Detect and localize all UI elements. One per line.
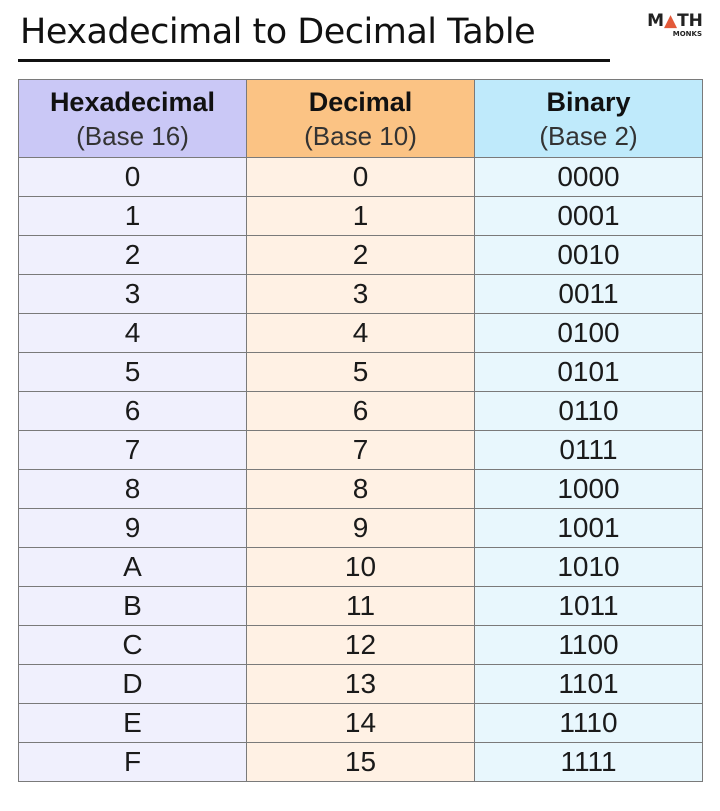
cell-hexadecimal: D: [18, 664, 247, 704]
header-subtitle: (Base 10): [304, 120, 417, 151]
cell-hexadecimal: 5: [18, 352, 247, 392]
header-binary: Binary (Base 2): [474, 79, 703, 158]
cell-hexadecimal: 0: [18, 157, 247, 197]
table-row: 5 5 0101: [18, 352, 703, 392]
cell-hexadecimal: 8: [18, 469, 247, 509]
cell-hexadecimal: C: [18, 625, 247, 665]
cell-hexadecimal: B: [18, 586, 247, 626]
header-subtitle: (Base 2): [539, 120, 638, 151]
cell-decimal: 14: [246, 703, 475, 743]
cell-decimal: 10: [246, 547, 475, 587]
cell-binary: 0111: [474, 430, 703, 470]
header-title: Hexadecimal: [49, 86, 216, 117]
table-row: E 14 1110: [18, 703, 703, 743]
title-underline: [18, 59, 610, 62]
cell-decimal: 2: [246, 235, 475, 275]
cell-binary: 1100: [474, 625, 703, 665]
cell-decimal: 5: [246, 352, 475, 392]
header-hexadecimal: Hexadecimal (Base 16): [18, 79, 247, 158]
cell-decimal: 15: [246, 742, 475, 782]
cell-hexadecimal: 3: [18, 274, 247, 314]
cell-decimal: 3: [246, 274, 475, 314]
cell-binary: 0100: [474, 313, 703, 353]
table-row: F 15 1111: [18, 742, 703, 782]
math-monks-logo: M▲TH MONKS: [642, 12, 708, 38]
table-row: 9 9 1001: [18, 508, 703, 548]
cell-decimal: 7: [246, 430, 475, 470]
table-row: 7 7 0111: [18, 430, 703, 470]
cell-binary: 1000: [474, 469, 703, 509]
cell-binary: 0101: [474, 352, 703, 392]
header-subtitle: (Base 16): [76, 120, 189, 151]
cell-hexadecimal: E: [18, 703, 247, 743]
cell-binary: 0011: [474, 274, 703, 314]
table-row: 1 1 0001: [18, 196, 703, 236]
hex-decimal-table: Hexadecimal (Base 16) Decimal (Base 10) Bi…: [18, 79, 703, 782]
header-title: Decimal: [308, 86, 413, 117]
cell-hexadecimal: A: [18, 547, 247, 587]
cell-decimal: 13: [246, 664, 475, 704]
page-title: Hexadecimal to Decimal Table: [20, 12, 536, 52]
cell-decimal: 0: [246, 157, 475, 197]
header-decimal: Decimal (Base 10): [246, 79, 475, 158]
table-row: 3 3 0011: [18, 274, 703, 314]
table-row: 8 8 1000: [18, 469, 703, 509]
cell-decimal: 1: [246, 196, 475, 236]
table-row: C 12 1100: [18, 625, 703, 665]
cell-binary: 1001: [474, 508, 703, 548]
table-row: D 13 1101: [18, 664, 703, 704]
cell-binary: 1010: [474, 547, 703, 587]
cell-decimal: 4: [246, 313, 475, 353]
table-row: 0 0 0000: [18, 157, 703, 197]
cell-binary: 1011: [474, 586, 703, 626]
cell-decimal: 8: [246, 469, 475, 509]
cell-decimal: 6: [246, 391, 475, 431]
header-row: Hexadecimal (Base 16) Decimal (Base 10) Bi…: [18, 79, 703, 158]
cell-hexadecimal: 4: [18, 313, 247, 353]
table-row: 6 6 0110: [18, 391, 703, 431]
cell-hexadecimal: F: [18, 742, 247, 782]
cell-hexadecimal: 2: [18, 235, 247, 275]
cell-decimal: 11: [246, 586, 475, 626]
table-row: 2 2 0010: [18, 235, 703, 275]
table-row: 4 4 0100: [18, 313, 703, 353]
cell-binary: 1110: [474, 703, 703, 743]
cell-decimal: 9: [246, 508, 475, 548]
cell-binary: 0001: [474, 196, 703, 236]
cell-binary: 0010: [474, 235, 703, 275]
logo-monks-text: MONKS: [672, 30, 702, 38]
cell-binary: 0000: [474, 157, 703, 197]
table-row: B 11 1011: [18, 586, 703, 626]
cell-hexadecimal: 9: [18, 508, 247, 548]
cell-decimal: 12: [246, 625, 475, 665]
header-title: Binary: [546, 86, 631, 117]
table-row: A 10 1010: [18, 547, 703, 587]
logo-math-text: M▲TH: [647, 11, 703, 31]
cell-binary: 0110: [474, 391, 703, 431]
cell-hexadecimal: 6: [18, 391, 247, 431]
cell-binary: 1101: [474, 664, 703, 704]
cell-hexadecimal: 1: [18, 196, 247, 236]
cell-hexadecimal: 7: [18, 430, 247, 470]
cell-binary: 1111: [474, 742, 703, 782]
